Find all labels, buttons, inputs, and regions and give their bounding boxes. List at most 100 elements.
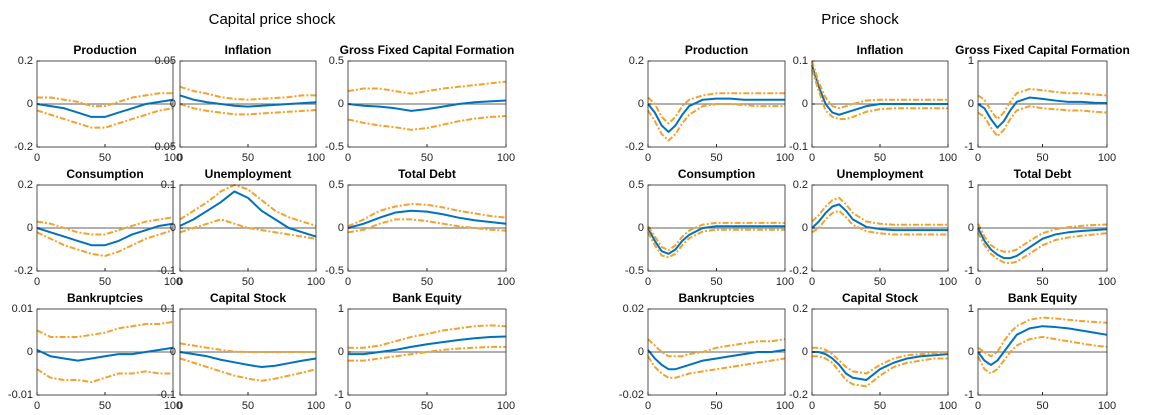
y-tick-label: 0.5	[329, 179, 344, 191]
x-tick-label: 0	[345, 276, 351, 288]
y-tick-label: -0.05	[151, 141, 176, 153]
y-tick-label: 0.1	[161, 179, 176, 191]
series-line	[179, 342, 316, 353]
series-line	[811, 69, 948, 121]
x-tick-label: 100	[164, 276, 182, 288]
panel-title: Inflation	[857, 43, 904, 57]
x-tick-label: 50	[242, 152, 254, 164]
series-line	[36, 368, 173, 384]
series-line	[347, 218, 507, 234]
series-line	[347, 99, 507, 112]
series-line	[36, 320, 174, 338]
y-tick-label: -0.2	[14, 265, 33, 277]
x-tick-label: 0	[34, 152, 40, 164]
panel-title: Bankruptcies	[678, 291, 754, 305]
x-tick-label: 0	[645, 276, 651, 288]
series-line	[348, 324, 507, 349]
group-title: Capital price shock	[209, 11, 336, 28]
series-line	[812, 355, 948, 388]
x-tick-label: 100	[307, 152, 325, 164]
x-tick-label: 100	[307, 400, 325, 412]
panel-title: Consumption	[678, 167, 755, 181]
x-tick-label: 50	[1036, 400, 1048, 412]
y-tick-label: 0	[170, 222, 176, 234]
x-tick-label: 0	[345, 400, 351, 412]
x-tick-label: 100	[776, 276, 794, 288]
x-tick-label: 100	[1098, 276, 1116, 288]
y-tick-label: 0.2	[629, 55, 644, 67]
series-line	[179, 94, 317, 108]
panel-title: Production	[73, 43, 136, 57]
series-line	[647, 103, 785, 142]
y-tick-label: -0.2	[625, 141, 644, 153]
y-tick-label: -0.2	[789, 265, 808, 277]
x-tick-label: 100	[497, 276, 515, 288]
x-tick-label: 50	[710, 152, 722, 164]
x-tick-label: 50	[874, 152, 886, 164]
panel-title: Total Debt	[398, 167, 456, 181]
series-line	[348, 345, 506, 362]
series-line	[179, 190, 317, 238]
x-tick-label: 100	[776, 152, 794, 164]
series-line	[179, 218, 317, 240]
series-line	[647, 225, 785, 255]
y-tick-label: 0.1	[161, 303, 176, 315]
y-tick-label: 1	[338, 303, 344, 315]
y-tick-label: 0	[170, 98, 176, 110]
series-line	[647, 221, 785, 252]
series-line	[647, 97, 785, 133]
series-line	[179, 85, 316, 101]
x-tick-label: 0	[34, 276, 40, 288]
y-tick-label: 1	[968, 303, 974, 315]
y-tick-label: 0	[968, 222, 974, 234]
series-line	[977, 325, 1108, 366]
x-tick-label: 0	[345, 152, 351, 164]
series-line	[347, 115, 507, 131]
y-tick-label: 0	[968, 98, 974, 110]
y-tick-label: -0.5	[325, 265, 344, 277]
y-tick-label: 0	[338, 222, 344, 234]
y-tick-label: 0	[27, 222, 33, 234]
series-line	[812, 351, 949, 381]
panel-title: Bankruptcies	[67, 291, 143, 305]
group-title: Price shock	[821, 11, 899, 28]
series-line	[179, 357, 317, 382]
x-tick-label: 50	[242, 400, 254, 412]
x-tick-label: 0	[809, 152, 815, 164]
series-line	[812, 346, 949, 375]
y-tick-label: 0	[802, 222, 808, 234]
y-tick-label: 0	[802, 346, 808, 358]
y-tick-label: 0.5	[329, 55, 344, 67]
x-tick-label: 100	[939, 276, 957, 288]
series-line	[647, 228, 785, 259]
panel-title: Gross Fixed Capital Formation	[340, 43, 515, 57]
y-tick-label: -1	[964, 265, 974, 277]
panel-title: Bank Equity	[392, 291, 462, 305]
series-line	[977, 335, 1108, 375]
x-tick-label: 0	[975, 400, 981, 412]
y-tick-label: -0.5	[325, 141, 344, 153]
y-tick-label: 0	[638, 98, 644, 110]
x-tick-label: 50	[421, 400, 433, 412]
series-line	[179, 184, 317, 227]
y-tick-label: -0.2	[789, 389, 808, 401]
y-tick-label: -1	[964, 141, 974, 153]
x-tick-label: 0	[645, 400, 651, 412]
y-tick-label: 0	[638, 346, 644, 358]
y-tick-label: 0	[802, 98, 808, 110]
x-tick-label: 0	[177, 152, 183, 164]
panel-title: Unemployment	[205, 167, 292, 181]
y-tick-label: 1	[968, 55, 974, 67]
y-tick-label: -1	[964, 389, 974, 401]
panel-title: Total Debt	[1014, 167, 1072, 181]
y-tick-label: -0.5	[625, 265, 644, 277]
x-tick-label: 100	[164, 152, 182, 164]
y-tick-label: 0	[638, 222, 644, 234]
x-tick-label: 50	[242, 276, 254, 288]
series-line	[811, 64, 948, 116]
series-line	[347, 209, 507, 229]
x-tick-label: 100	[164, 400, 182, 412]
y-tick-label: -0.1	[157, 389, 176, 401]
series-line	[977, 96, 1108, 129]
